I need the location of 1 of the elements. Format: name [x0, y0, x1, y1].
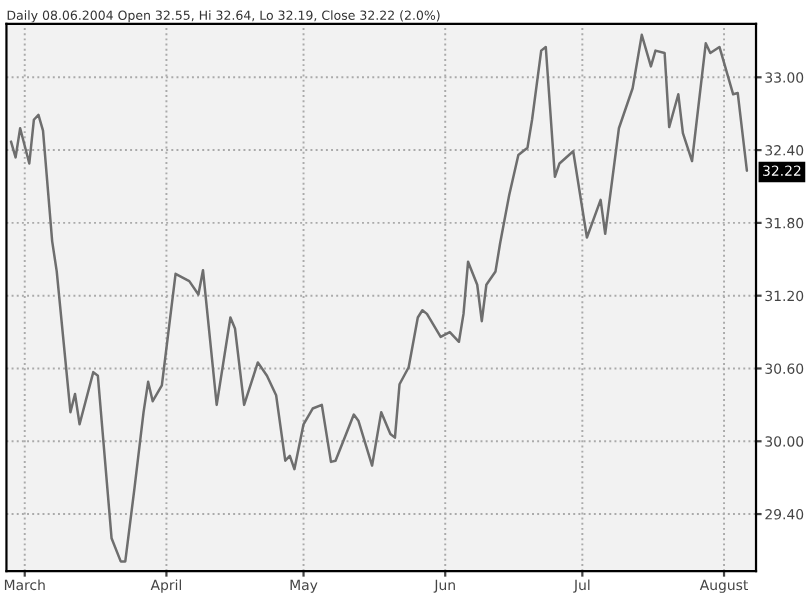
line-series [9, 33, 749, 563]
